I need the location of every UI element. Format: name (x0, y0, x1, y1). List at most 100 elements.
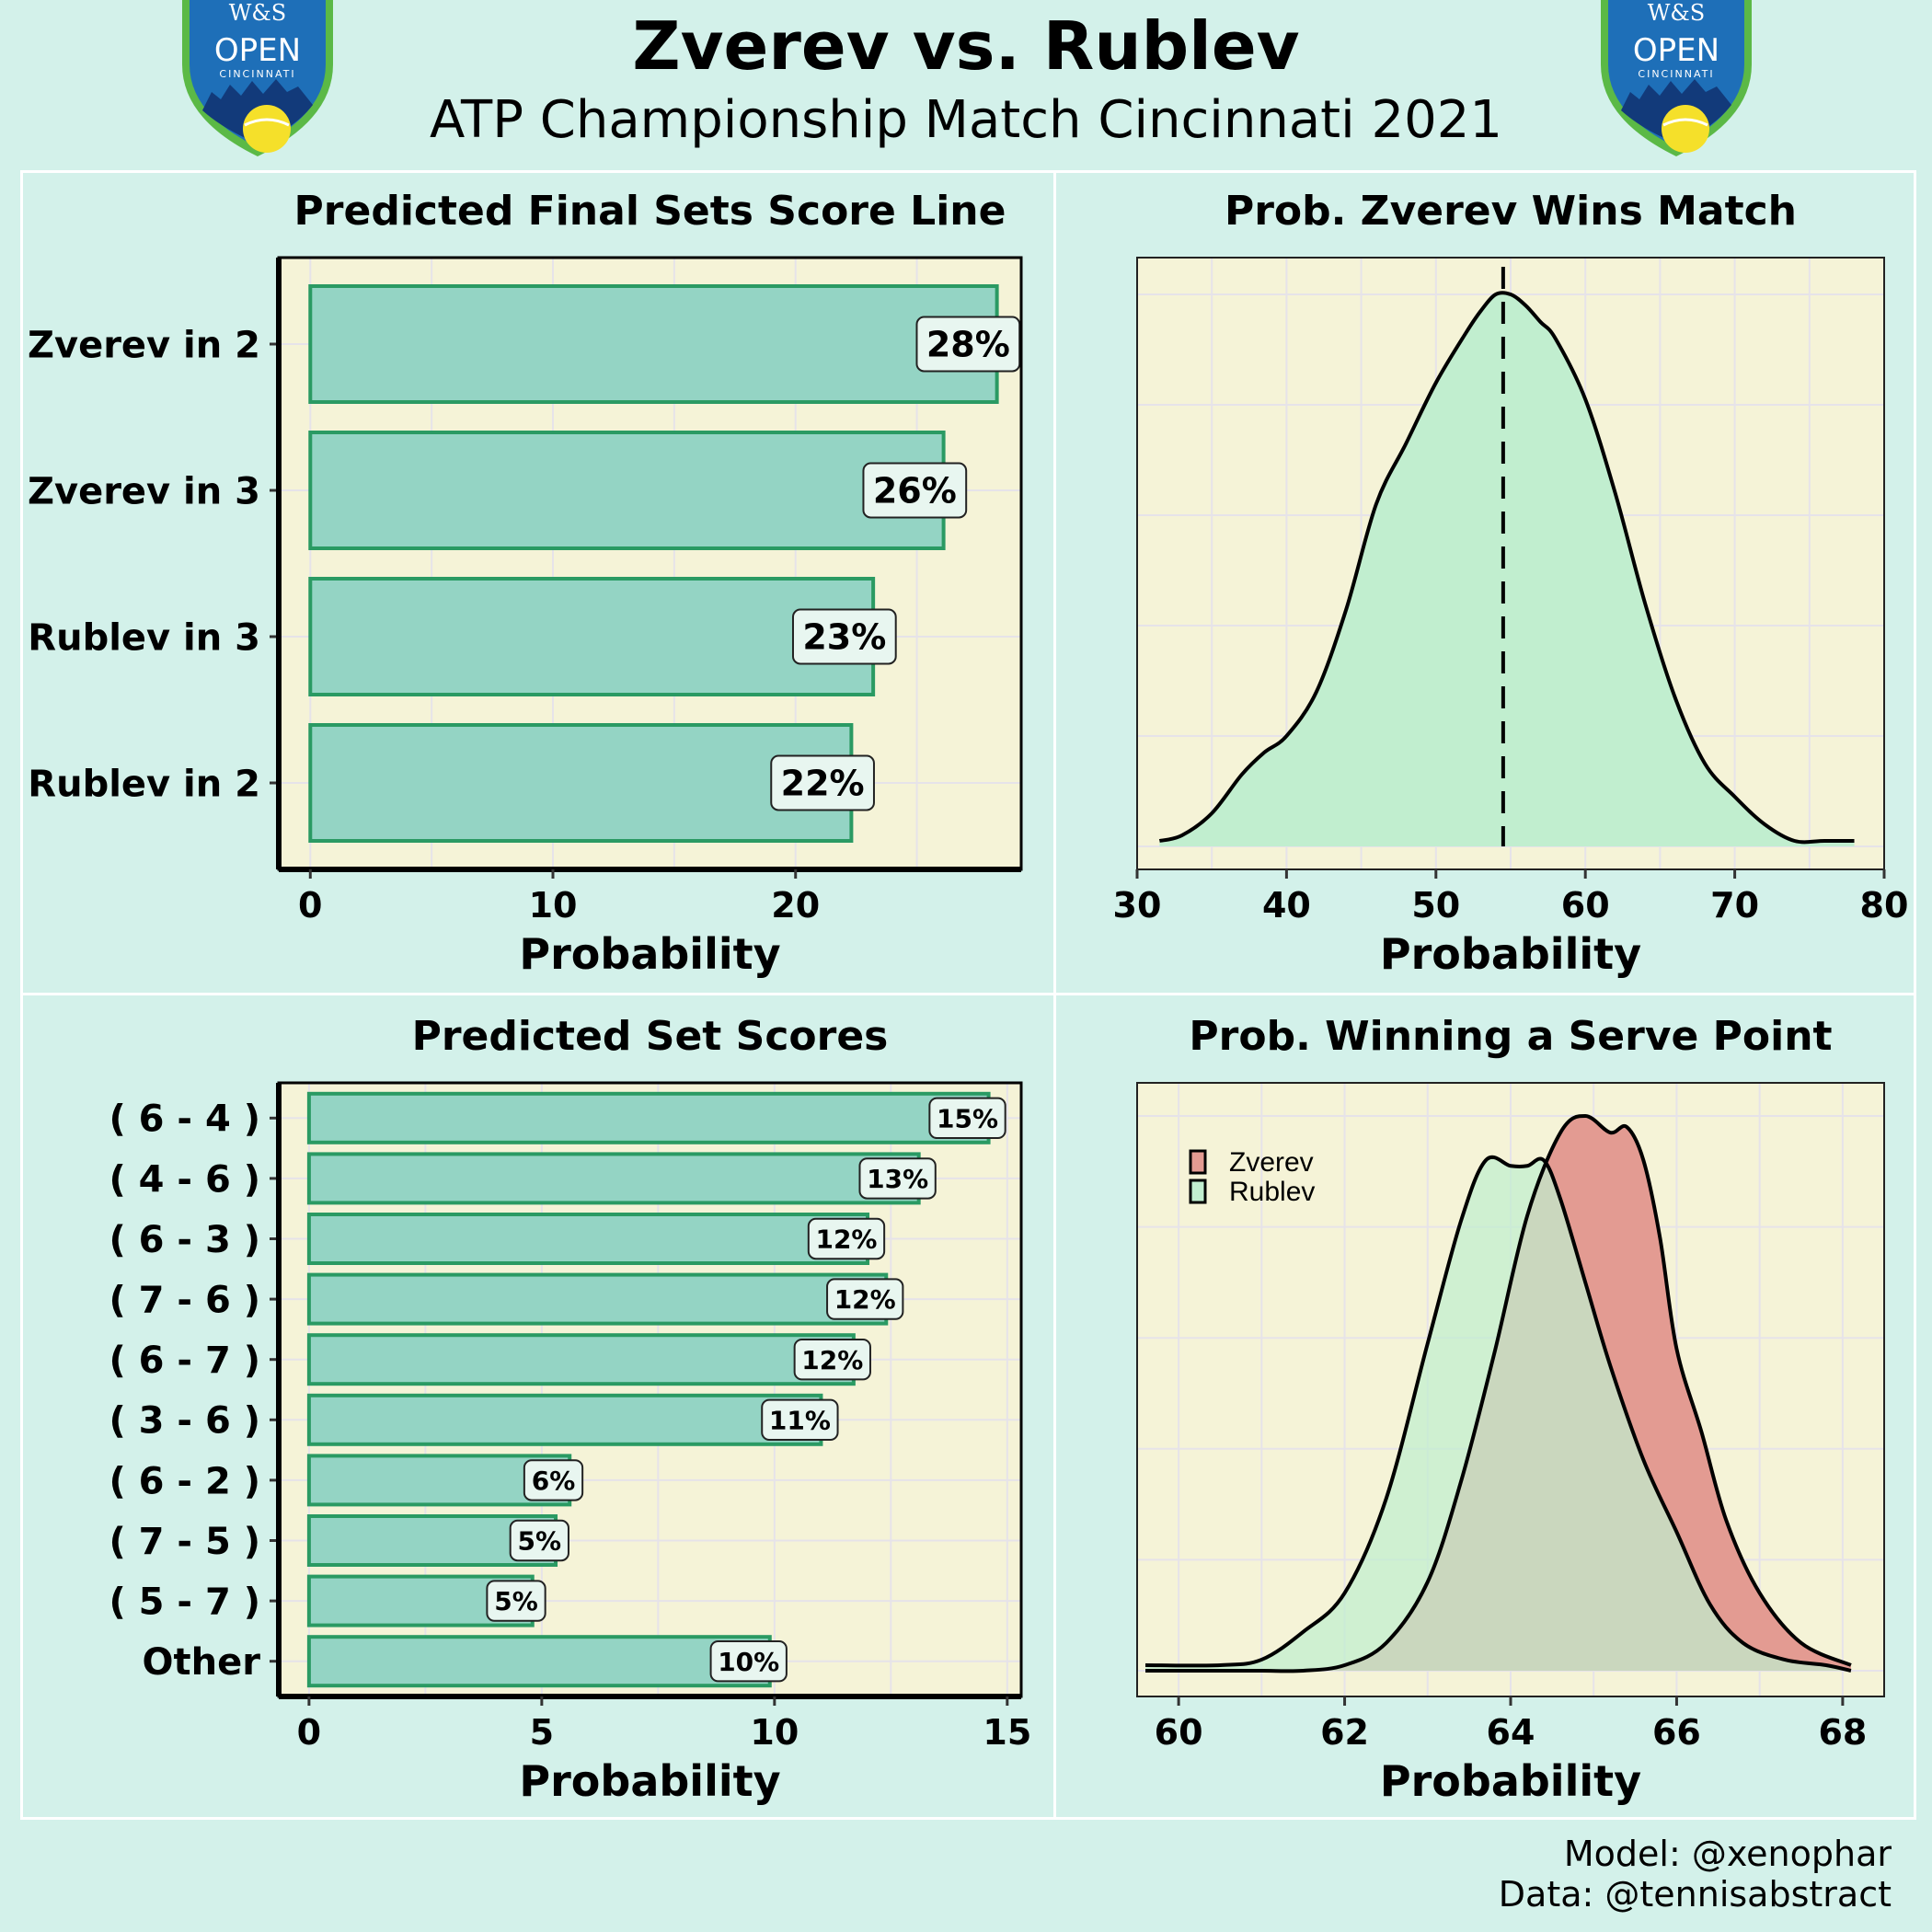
bar (306, 1635, 772, 1688)
data-label: 12% (801, 1345, 863, 1375)
logo-text-city: CINCINNATI (219, 68, 295, 80)
x-tick-label: 60 (1561, 885, 1610, 926)
category-label: ( 6 - 3 ) (109, 1219, 260, 1261)
x-tick-label: 0 (298, 885, 322, 926)
category-label: ( 6 - 7 ) (109, 1340, 260, 1382)
tournament-logo-right: W&S OPEN CINCINNATI (1601, 0, 1752, 156)
data-label-box (761, 1398, 839, 1442)
logo-text-top: W&S (1648, 0, 1705, 26)
data-label: 10% (718, 1647, 779, 1677)
bar (306, 1152, 921, 1205)
x-tick-label: 5 (530, 1712, 554, 1753)
tournament-logo-left: W&S OPEN CINCINNATI (182, 0, 333, 156)
x-axis-label: Probability (519, 1756, 780, 1806)
legend-key (1189, 1179, 1207, 1204)
x-axis-label: Probability (1380, 1756, 1641, 1806)
data-label: 5% (494, 1586, 538, 1616)
bar (308, 284, 999, 404)
data-credit: Data: @tennisabstract (1498, 1874, 1892, 1915)
x-tick-label: 62 (1320, 1712, 1369, 1753)
data-label-box (770, 754, 875, 811)
bar (306, 1272, 889, 1326)
x-tick-label: 10 (750, 1712, 799, 1753)
category-label: ( 6 - 4 ) (109, 1098, 260, 1141)
bar (306, 1091, 991, 1144)
panel-set-scores: Predicted Set Scores 15% ( 6 - 4 ) 13% ( 4 -… (20, 993, 1056, 1820)
x-tick-label: 15 (983, 1712, 1031, 1753)
bar (306, 1333, 856, 1386)
data-label: 22% (781, 764, 865, 804)
x-tick-label: 10 (529, 885, 578, 926)
data-label: 5% (518, 1526, 562, 1557)
legend-key (1189, 1149, 1207, 1175)
category-label: Rublev in 2 (28, 763, 260, 805)
data-label: 13% (867, 1164, 928, 1194)
model-credit: Model: @xenophar (1563, 1834, 1892, 1874)
data-label-box (486, 1580, 546, 1622)
data-label: 12% (834, 1284, 896, 1315)
x-tick-label: 30 (1113, 885, 1162, 926)
density-area-rublev (1145, 1156, 1851, 1671)
data-label-box (807, 1217, 886, 1260)
chart-title: Prob. Zverev Wins Match (1225, 188, 1797, 235)
category-label: ( 3 - 6 ) (109, 1400, 260, 1443)
x-tick-label: 68 (1818, 1712, 1867, 1753)
x-tick-label: 0 (297, 1712, 321, 1753)
panel-final-sets: Predicted Final Sets Score Line 28% Zverev… (20, 170, 1056, 995)
category-label: Zverev in 3 (28, 470, 260, 512)
x-tick-label: 40 (1262, 885, 1311, 926)
data-label: 15% (937, 1103, 998, 1133)
x-tick-label: 20 (771, 885, 820, 926)
logo-text-top: W&S (229, 0, 286, 26)
x-tick-label: 70 (1710, 885, 1759, 926)
legend-label: Zverev (1229, 1147, 1314, 1178)
data-label-box (862, 462, 968, 519)
data-label-box (826, 1278, 904, 1320)
chart-title: Predicted Set Scores (412, 1013, 889, 1060)
bar (308, 723, 854, 843)
data-label: 12% (815, 1225, 877, 1255)
data-label: 28% (926, 325, 1010, 365)
category-label: ( 4 - 6 ) (109, 1158, 260, 1201)
bar (306, 1213, 870, 1265)
category-label: Zverev in 2 (28, 324, 260, 366)
density-line-rublev (1145, 1155, 1852, 1673)
bar (308, 431, 946, 550)
category-label: ( 5 - 7 ) (109, 1581, 260, 1624)
data-label: 11% (769, 1405, 831, 1435)
data-label-box (791, 608, 897, 665)
plot-frame (1136, 257, 1885, 870)
logo-text-city: CINCINNATI (1638, 68, 1714, 80)
data-label-box (793, 1339, 871, 1381)
density-line-series (1158, 291, 1855, 845)
category-label: ( 6 - 2 ) (109, 1460, 260, 1502)
category-label: ( 7 - 6 ) (109, 1280, 260, 1322)
category-label: ( 7 - 5 ) (109, 1521, 260, 1563)
x-axis-label: Probability (519, 929, 780, 979)
x-axis-label: Probability (1380, 929, 1641, 979)
win-match-chart: Prob. Zverev Wins Match 30 40 50 60 70 80 Proba… (1113, 188, 1909, 979)
data-label: 6% (532, 1466, 576, 1496)
data-label-box (523, 1459, 584, 1501)
panel-serve-point: Prob. Winning a Serve Point Zverev Rublev 6… (1053, 993, 1916, 1820)
data-label-box (928, 1097, 1006, 1139)
logo-text-main: OPEN (214, 32, 301, 69)
logo-text-main: OPEN (1633, 32, 1719, 69)
chart-title: Prob. Winning a Serve Point (1189, 1013, 1832, 1060)
legend-label: Rublev (1229, 1177, 1315, 1207)
density-area-series (1159, 293, 1855, 846)
x-tick-label: 50 (1411, 885, 1460, 926)
page-title: Zverev vs. Rublev (632, 7, 1300, 85)
chart-title: Predicted Final Sets Score Line (294, 188, 1006, 235)
bar (306, 1393, 823, 1446)
panel-win-match: Prob. Zverev Wins Match 30 40 50 60 70 80 Proba… (1053, 170, 1916, 995)
category-label: Other (143, 1641, 261, 1684)
data-label: 26% (873, 471, 957, 512)
category-label: Rublev in 3 (28, 616, 260, 659)
data-label-box (858, 1157, 937, 1200)
x-tick-label: 60 (1155, 1712, 1203, 1753)
data-label: 23% (802, 617, 886, 658)
x-tick-label: 66 (1652, 1712, 1701, 1753)
x-tick-label: 64 (1487, 1712, 1535, 1753)
